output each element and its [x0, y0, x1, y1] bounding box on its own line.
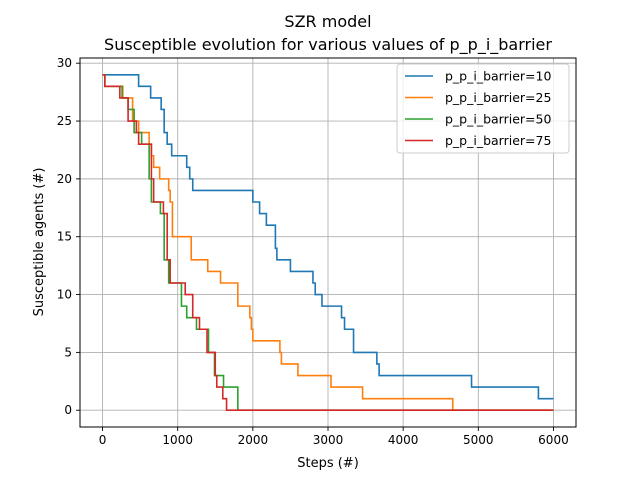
legend-label: p_p_i_barrier=50: [445, 112, 551, 127]
grid: [80, 58, 576, 427]
legend-entries: p_p_i_barrier=10 p_p_i_barrier=25 p_p_i_ba…: [405, 69, 551, 148]
x-axis-label: Steps (#): [297, 456, 359, 471]
chart-title: SZR model: [284, 12, 371, 31]
y-tick-label: 0: [64, 403, 72, 417]
y-tick-label: 15: [57, 230, 72, 244]
y-tick-label: 5: [64, 345, 72, 359]
x-tick-label: 1000: [162, 433, 193, 447]
y-tick-label: 30: [57, 56, 72, 70]
x-tick-label: 6000: [538, 433, 569, 447]
y-axis-label: Susceptible agents (#): [32, 168, 47, 317]
legend-label: p_p_i_barrier=10: [445, 69, 551, 84]
x-tick-label: 4000: [388, 433, 419, 447]
y-tick-label: 20: [57, 172, 72, 186]
chart-subtitle: Susceptible evolution for various values…: [104, 35, 552, 55]
legend-box: [396, 63, 570, 154]
series-line-1: [102, 73, 554, 400]
x-tick-label: 0: [99, 433, 107, 447]
series-line-4: [102, 73, 554, 412]
legend-label: p_p_i_barrier=75: [445, 133, 551, 148]
y-tick-label: 25: [57, 114, 72, 128]
legend-label: p_p_i_barrier=25: [445, 90, 551, 105]
y-tick-label: 10: [57, 288, 72, 302]
series-lines: [102, 73, 554, 412]
x-tick-label: 2000: [238, 433, 269, 447]
x-tick-label: 5000: [463, 433, 494, 447]
x-tick-label: 3000: [313, 433, 344, 447]
axis-ticks: 0 1000 2000 3000 4000 5000 6000 0 5 10 15 20 25 30: [57, 56, 569, 447]
legend: p_p_i_barrier=10 p_p_i_barrier=25 p_p_i_ba…: [396, 63, 570, 154]
